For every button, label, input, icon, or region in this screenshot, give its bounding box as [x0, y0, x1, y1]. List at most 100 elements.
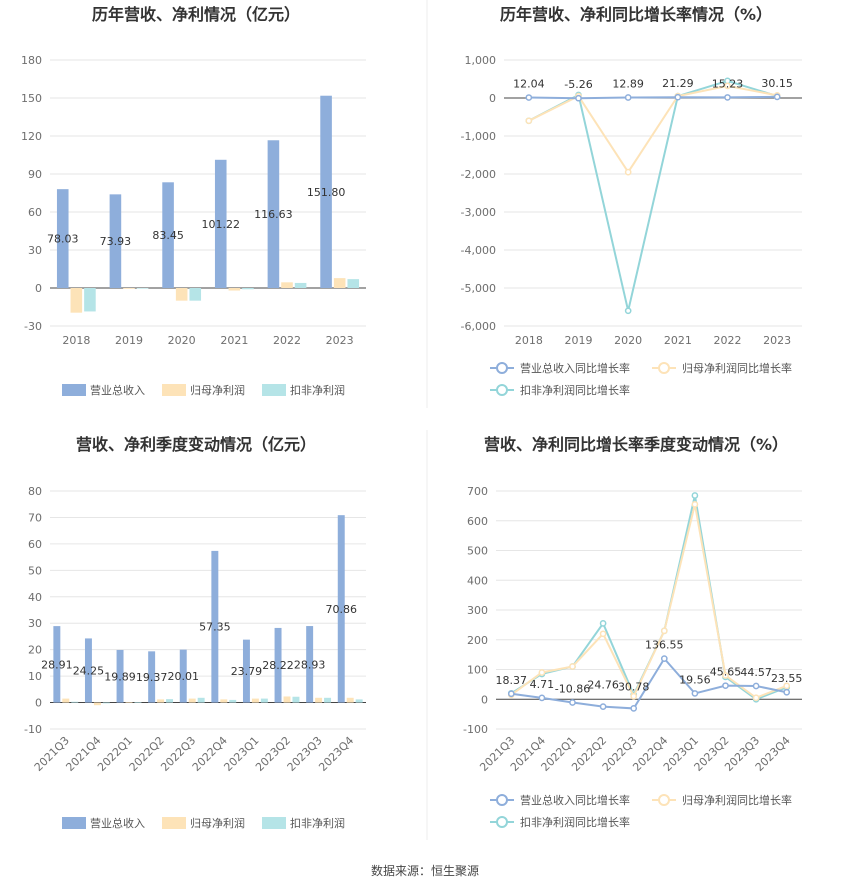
- legend-swatch: [62, 384, 86, 396]
- bar: [136, 288, 149, 289]
- y-tick-label: 50: [28, 564, 42, 577]
- y-tick-label: 90: [28, 168, 42, 181]
- data-point: [773, 93, 781, 101]
- bar: [292, 696, 300, 703]
- bar: [251, 698, 259, 703]
- x-tick-label: 2023: [763, 334, 791, 347]
- data-point: [538, 694, 546, 702]
- data-point: [525, 94, 533, 101]
- bar: [189, 288, 202, 301]
- y-tick-label: -2,000: [461, 168, 496, 181]
- y-tick-label: -1,000: [461, 130, 496, 143]
- x-tick-label: 2022: [273, 334, 301, 347]
- legend-swatch-marker: [496, 816, 508, 828]
- data-point: [575, 94, 582, 102]
- y-tick-label: 60: [28, 538, 42, 551]
- y-tick-label: 0: [489, 92, 496, 105]
- legend-label: 扣非净利润同比增长率: [520, 815, 630, 829]
- chart-title: 历年营收、净利同比增长率情况（%）: [500, 5, 772, 24]
- data-label: 24.25: [73, 664, 105, 677]
- x-tick-label: 2023: [326, 334, 354, 347]
- bar: [134, 702, 142, 703]
- data-point: [674, 93, 682, 101]
- x-tick-label: 2023Q4: [316, 734, 356, 774]
- y-tick-label: 0: [35, 697, 42, 710]
- bar: [337, 515, 345, 703]
- x-tick-label: 2019: [115, 334, 143, 347]
- data-point: [630, 705, 638, 712]
- y-tick-label: 100: [467, 664, 488, 677]
- data-label: 18.37: [496, 674, 528, 687]
- bar: [188, 698, 196, 703]
- bar: [109, 194, 122, 288]
- data-point: [752, 694, 760, 702]
- series-line: [528, 84, 778, 174]
- bar: [211, 550, 219, 703]
- data-label: 28.93: [294, 658, 326, 671]
- y-tick-label: 40: [28, 591, 42, 604]
- data-point: [599, 703, 607, 710]
- y-tick-label: 80: [28, 485, 42, 498]
- data-label: 83.45: [152, 229, 184, 242]
- y-tick-label: 0: [481, 693, 488, 706]
- legend-label: 归母净利润: [190, 816, 245, 830]
- data-label: 20.01: [167, 670, 199, 683]
- legend-label: 扣非净利润同比增长率: [520, 383, 630, 397]
- x-tick-label: 2021: [664, 334, 692, 347]
- y-tick-label: 120: [21, 130, 42, 143]
- bar: [228, 288, 241, 291]
- bar: [62, 698, 70, 703]
- bar: [84, 638, 92, 703]
- series-line: [511, 656, 787, 710]
- x-tick-label: 2022: [714, 334, 742, 347]
- bar: [333, 278, 346, 288]
- y-tick-label: 300: [467, 604, 488, 617]
- y-tick-label: 500: [467, 545, 488, 558]
- legend-swatch-marker: [496, 384, 508, 396]
- bar: [53, 626, 61, 703]
- data-point: [660, 627, 668, 635]
- data-point: [691, 690, 699, 697]
- source-note: 数据来源：恒生聚源: [371, 863, 479, 878]
- data-label: 19.89: [104, 670, 136, 683]
- y-tick-label: -5,000: [461, 282, 496, 295]
- y-tick-label: 600: [467, 515, 488, 528]
- data-label: 12.04: [513, 78, 545, 91]
- y-tick-label: 30: [28, 617, 42, 630]
- y-tick-label: 70: [28, 511, 42, 524]
- chart-title: 历年营收、净利情况（亿元）: [92, 5, 300, 24]
- data-label: 21.29: [662, 77, 694, 90]
- series-line: [528, 79, 778, 312]
- legend-label: 扣非净利润: [290, 383, 345, 397]
- data-point: [525, 117, 533, 125]
- bar: [320, 95, 332, 288]
- series-line: [528, 95, 778, 100]
- data-label: 101.22: [201, 218, 240, 231]
- data-label: 57.35: [199, 621, 231, 634]
- data-point: [569, 663, 576, 670]
- legend-label: 营业总收入同比增长率: [520, 793, 630, 807]
- data-label: 30.78: [618, 680, 650, 693]
- legend-swatch-marker: [496, 362, 508, 374]
- data-point: [569, 699, 576, 706]
- bar: [355, 699, 363, 703]
- data-point: [624, 94, 632, 101]
- data-label: 28.91: [41, 658, 73, 671]
- data-point: [722, 682, 729, 690]
- x-tick-label: 2021: [220, 334, 248, 347]
- y-tick-label: 180: [21, 54, 42, 67]
- data-label: 136.55: [645, 639, 684, 652]
- x-tick-label: 2019: [565, 334, 593, 347]
- legend-swatch: [262, 817, 286, 829]
- legend-swatch: [262, 384, 286, 396]
- data-label: 70.86: [325, 603, 357, 616]
- data-point: [783, 688, 791, 696]
- bar: [84, 288, 96, 312]
- data-point: [599, 620, 607, 627]
- data-label: 23.55: [771, 672, 803, 685]
- bar: [283, 696, 291, 703]
- bar: [242, 639, 250, 703]
- bar: [102, 702, 110, 704]
- data-point: [624, 307, 632, 315]
